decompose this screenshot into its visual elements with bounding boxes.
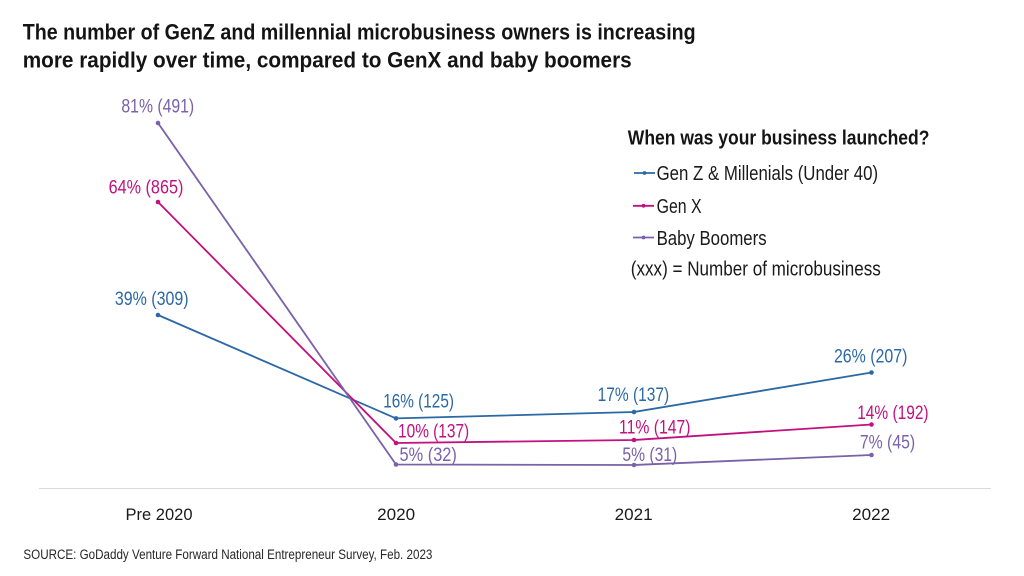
svg-text:Pre 2020: Pre 2020 [126, 506, 193, 524]
svg-text:5% (32): 5% (32) [400, 444, 457, 466]
svg-text:Baby Boomers: Baby Boomers [657, 228, 767, 250]
svg-text:Gen X: Gen X [657, 196, 702, 218]
svg-text:11% (147): 11% (147) [619, 417, 691, 439]
svg-text:When was your business launche: When was your business launched? [628, 128, 930, 150]
svg-text:2022: 2022 [852, 506, 890, 524]
svg-text:2020: 2020 [377, 506, 415, 524]
svg-text:Gen Z & Millenials (Under 40): Gen Z & Millenials (Under 40) [657, 163, 879, 185]
svg-text:(xxx) = Number of microbusines: (xxx) = Number of microbusiness [631, 259, 881, 281]
svg-text:5% (31): 5% (31) [622, 444, 677, 466]
svg-text:2021: 2021 [615, 506, 653, 524]
svg-text:14% (192): 14% (192) [857, 402, 928, 424]
svg-text:26% (207): 26% (207) [834, 346, 908, 368]
svg-text:The number of GenZ and millenn: The number of GenZ and millennial microb… [23, 20, 696, 45]
svg-text:10% (137): 10% (137) [398, 420, 469, 442]
svg-text:7% (45): 7% (45) [860, 432, 915, 454]
svg-text:81% (491): 81% (491) [121, 95, 194, 117]
svg-text:16% (125): 16% (125) [383, 391, 454, 413]
svg-text:17% (137): 17% (137) [598, 384, 670, 406]
svg-text:39% (309): 39% (309) [115, 288, 189, 310]
svg-text:more rapidly over time, compar: more rapidly over time, compared to GenX… [23, 48, 632, 73]
svg-text:64% (865): 64% (865) [109, 177, 184, 199]
svg-text:SOURCE: GoDaddy Venture Forwar: SOURCE: GoDaddy Venture Forward National… [23, 547, 432, 562]
